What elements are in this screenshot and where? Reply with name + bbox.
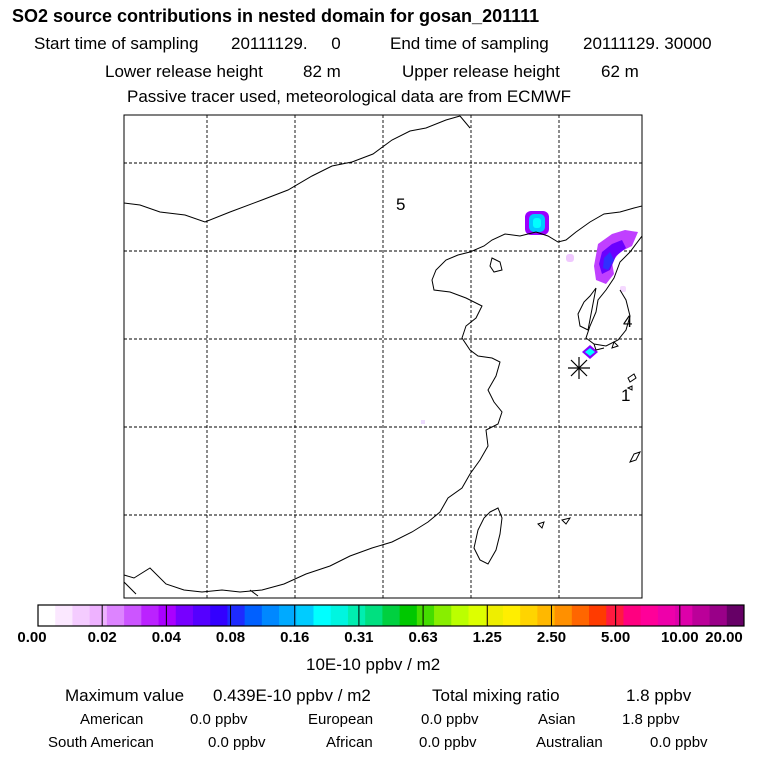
colorbar-cell [296, 605, 314, 626]
total-mixing-value: 1.8 ppbv [626, 686, 692, 705]
south-american-label: South American [48, 734, 154, 751]
colorbar-cell [520, 605, 538, 626]
region-label-4: 4 [623, 312, 632, 331]
colorbar-cell [330, 605, 349, 626]
colorbar-cell [158, 605, 177, 626]
lat-lon-grid [124, 115, 642, 598]
colorbar-cell [502, 605, 521, 626]
colorbar-cell [124, 605, 142, 626]
lower-height-label: Lower release height [105, 62, 263, 81]
colorbar-cell [709, 605, 728, 626]
colorbar-cell [141, 605, 159, 626]
colorbar-cell [726, 605, 745, 626]
colorbar-tick-label: 0.00 [17, 629, 47, 646]
end-time-label: End time of sampling [390, 34, 549, 53]
colorbar-tick-label: 20.00 [705, 629, 743, 646]
colorbar-cell [38, 605, 56, 626]
colorbar-tick-label: 0.08 [215, 629, 246, 646]
colorbar-tick-label: 5.00 [601, 629, 631, 646]
australian-value: 0.0 ppbv [650, 734, 708, 751]
plot-title: SO2 source contributions in nested domai… [12, 6, 540, 26]
start-time-label: Start time of sampling [34, 34, 199, 53]
colorbar-cell [106, 605, 125, 626]
colorbar-tick-label: 2.50 [536, 629, 567, 646]
colorbar-tick-label: 0.63 [408, 629, 438, 646]
colorbar-cell [175, 605, 194, 626]
colorbar-cell [55, 605, 73, 626]
colorbar-cell [554, 605, 573, 626]
max-value: 0.439E-10 ppbv / m2 [213, 686, 371, 705]
african-value: 0.0 ppbv [419, 734, 477, 751]
australian-label: Australian [536, 734, 603, 751]
asian-value: 1.8 ppbv [622, 711, 680, 728]
start-time-value: 20111129. 0 [231, 34, 341, 53]
colorbar-cell [279, 605, 297, 626]
african-label: African [326, 734, 373, 751]
region-label-1: 1 [621, 386, 630, 405]
colorbar-tick-label: 0.04 [151, 629, 181, 646]
tracer-note: Passive tracer used, meteorological data… [127, 87, 572, 106]
american-value: 0.0 ppbv [190, 711, 248, 728]
coastlines [124, 115, 642, 597]
european-label: European [308, 711, 374, 728]
colorbar-cell [434, 605, 452, 626]
american-label: American [80, 711, 144, 728]
colorbar-cell [416, 605, 435, 626]
so2-plume-jeju [421, 345, 598, 424]
colorbar-cell [382, 605, 401, 626]
so2-plume-north [525, 211, 549, 235]
colorbar-tick-label: 0.02 [87, 629, 117, 646]
colorbar-cell [451, 605, 469, 626]
total-mixing-label: Total mixing ratio [432, 686, 560, 705]
colorbar-cell [313, 605, 332, 626]
region-label-5: 5 [396, 195, 405, 214]
colorbar-cell [589, 605, 607, 626]
max-value-label: Maximum value [65, 686, 185, 705]
release-site-marker [568, 357, 590, 379]
colorbar-unit-label: 10E-10 ppbv / m2 [306, 655, 441, 674]
colorbar-cell [468, 605, 487, 626]
lower-height-value: 82 m [303, 62, 341, 81]
colorbar-cell [485, 605, 504, 626]
colorbar [38, 605, 745, 626]
end-time-value: 20111129. 30000 [583, 34, 712, 53]
colorbar-cell [244, 605, 263, 626]
colorbar-tick-label: 0.16 [280, 629, 310, 646]
colorbar-cell [640, 605, 659, 626]
colorbar-cell [365, 605, 383, 626]
colorbar-cell [692, 605, 710, 626]
colorbar-tick-label: 1.25 [472, 629, 502, 646]
colorbar-cell [347, 605, 366, 626]
colorbar-cell [399, 605, 418, 626]
south-american-value: 0.0 ppbv [208, 734, 266, 751]
colorbar-cell [537, 605, 555, 626]
colorbar-cell [571, 605, 590, 626]
upper-height-label: Upper release height [402, 62, 560, 81]
asian-label: Asian [538, 711, 576, 728]
colorbar-cell [210, 605, 228, 626]
colorbar-cell [227, 605, 246, 626]
colorbar-cell [192, 605, 211, 626]
colorbar-cell [261, 605, 280, 626]
so2-plume-korea [566, 230, 638, 292]
colorbar-cell [623, 605, 642, 626]
colorbar-cell [606, 605, 624, 626]
colorbar-cell [89, 605, 108, 626]
european-value: 0.0 ppbv [421, 711, 479, 728]
colorbar-cell [675, 605, 693, 626]
colorbar-tick-label: 10.00 [661, 629, 699, 646]
colorbar-tick-label: 0.31 [344, 629, 374, 646]
colorbar-cell [72, 605, 91, 626]
upper-height-value: 62 m [601, 62, 639, 81]
colorbar-cell [657, 605, 676, 626]
